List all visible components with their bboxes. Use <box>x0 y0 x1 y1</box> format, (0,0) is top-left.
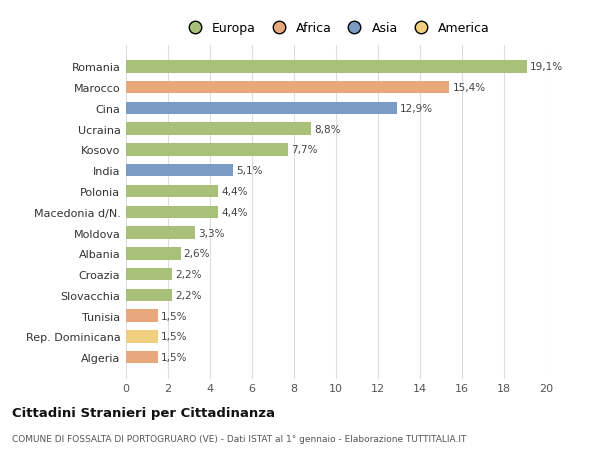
Text: 2,2%: 2,2% <box>175 290 202 300</box>
Bar <box>126 102 397 115</box>
Bar <box>126 165 233 177</box>
Text: 2,6%: 2,6% <box>184 249 210 259</box>
Bar <box>126 82 449 94</box>
Text: 3,3%: 3,3% <box>199 228 225 238</box>
Text: 1,5%: 1,5% <box>161 353 187 362</box>
Text: 12,9%: 12,9% <box>400 104 433 114</box>
Legend: Europa, Africa, Asia, America: Europa, Africa, Asia, America <box>182 22 490 35</box>
Text: COMUNE DI FOSSALTA DI PORTOGRUARO (VE) - Dati ISTAT al 1° gennaio - Elaborazione: COMUNE DI FOSSALTA DI PORTOGRUARO (VE) -… <box>12 434 466 443</box>
Text: 7,7%: 7,7% <box>291 145 317 155</box>
Bar <box>126 206 218 218</box>
Text: 1,5%: 1,5% <box>161 331 187 341</box>
Text: Cittadini Stranieri per Cittadinanza: Cittadini Stranieri per Cittadinanza <box>12 406 275 419</box>
Bar <box>126 351 157 364</box>
Bar <box>126 144 288 157</box>
Bar <box>126 247 181 260</box>
Bar <box>126 268 172 280</box>
Bar <box>126 330 157 343</box>
Text: 2,2%: 2,2% <box>175 269 202 280</box>
Text: 4,4%: 4,4% <box>221 186 248 196</box>
Bar <box>126 123 311 135</box>
Text: 4,4%: 4,4% <box>221 207 248 217</box>
Bar <box>126 185 218 198</box>
Bar <box>126 61 527 73</box>
Text: 15,4%: 15,4% <box>452 83 485 93</box>
Bar <box>126 289 172 302</box>
Text: 1,5%: 1,5% <box>161 311 187 321</box>
Bar <box>126 227 196 239</box>
Bar <box>126 310 157 322</box>
Text: 5,1%: 5,1% <box>236 166 263 176</box>
Text: 19,1%: 19,1% <box>530 62 563 72</box>
Text: 8,8%: 8,8% <box>314 124 340 134</box>
